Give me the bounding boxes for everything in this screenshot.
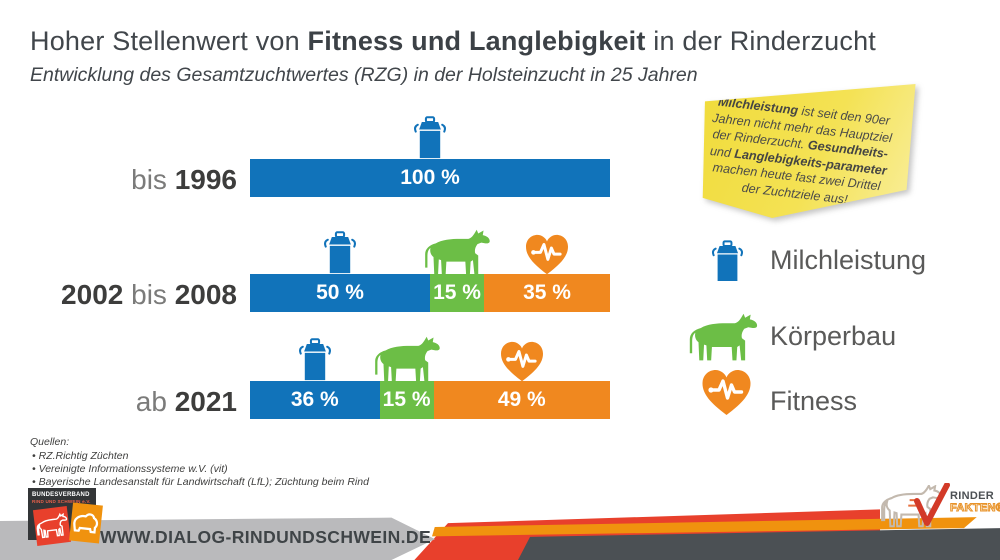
legend-label: Milchleistung	[770, 245, 927, 275]
milk-can-icon	[298, 335, 332, 383]
page-title: Hoher Stellenwert von Fitness und Langle…	[30, 26, 876, 57]
title-prefix: Hoher Stellenwert von	[30, 26, 308, 56]
bar-row: 50 % 15 % 35 %	[250, 274, 610, 312]
heart-pulse-icon	[524, 234, 570, 276]
rinderfakten-line1: RINDER	[950, 490, 994, 502]
bar-row: 100 %	[250, 159, 610, 197]
milk-can-icon	[711, 238, 744, 283]
row-label: 2002 bis 2008	[61, 279, 237, 310]
title-bold: Fitness und Langlebigkeit	[307, 26, 646, 56]
pig-outline-icon	[69, 502, 103, 544]
source-item: • RZ.Richtig Züchten	[32, 450, 129, 463]
bar-segment-korperbau: 15 %	[430, 274, 484, 312]
sticky-note-text: Milchleistung ist seit den 90er Jahren n…	[709, 94, 893, 207]
rinderfakten-logo: RINDER FAKTEN®	[878, 482, 1000, 529]
cow-icon	[419, 229, 495, 276]
bar-row: 36 % 15 % 49 %	[250, 381, 610, 419]
sticky-note: Milchleistung ist seit den 90er Jahren n…	[696, 84, 920, 218]
source-item: • Bayerische Landesanstalt für Landwirts…	[32, 476, 369, 489]
legend-label: Körperbau	[770, 321, 897, 351]
bar-value-label: 15 %	[433, 281, 481, 304]
bar-value-label: 15 %	[382, 388, 431, 411]
bar-value-label: 100 %	[400, 166, 460, 189]
cow-icon	[369, 336, 445, 383]
checkmark-icon	[914, 482, 950, 527]
source-item: • Vereinigte Informationssysteme w.V. (v…	[32, 463, 228, 476]
footer-url: WWW.DIALOG-RINDUNDSCHWEIN.DE	[100, 527, 432, 547]
cow-outline-icon	[32, 506, 72, 546]
sources-block: Quellen: • RZ.Richtig Züchten • Vereinigt…	[30, 436, 369, 490]
bundesverband-logo: BUNDESVERBAND RIND UND SCHWEIN e.V.	[28, 488, 114, 554]
page-subtitle: Entwicklung des Gesamtzuchtwertes (RZG) …	[30, 64, 698, 86]
bundesverband-logo-line2: RIND UND SCHWEIN e.V.	[32, 499, 91, 504]
row-label: ab 2021	[135, 386, 237, 417]
sticky-note-paper: Milchleistung ist seit den 90er Jahren n…	[702, 84, 916, 218]
legend-label: Fitness	[770, 386, 858, 416]
bar-value-label: 36 %	[290, 388, 339, 411]
bar-value-label: 35 %	[523, 281, 571, 304]
heart-pulse-icon	[499, 341, 545, 383]
bar-segment-korperbau: 15 %	[379, 381, 434, 419]
rinderfakten-line2: FAKTEN®	[949, 501, 1000, 514]
bar-segment-milchleistung: 100 %	[250, 159, 610, 197]
milk-can-icon	[413, 113, 447, 161]
heart-pulse-icon	[700, 369, 753, 417]
bar-segment-milchleistung: 50 %	[250, 274, 430, 312]
cow-icon	[684, 313, 762, 362]
bar-value-label: 50 %	[316, 281, 364, 304]
milk-can-icon	[323, 228, 357, 276]
title-suffix: in der Rinderzucht	[645, 26, 876, 56]
bar-segment-fitness: 35 %	[484, 274, 610, 312]
bar-value-label: 49 %	[497, 388, 546, 411]
rinderfakten-text: RINDER FAKTEN®	[949, 490, 1000, 514]
row-label: bis 1996	[131, 164, 237, 195]
sources-heading: Quellen:	[30, 436, 70, 448]
bar-segment-fitness: 49 %	[433, 381, 610, 419]
bundesverband-logo-line1: BUNDESVERBAND	[32, 492, 90, 498]
bar-segment-milchleistung: 36 %	[250, 381, 380, 419]
